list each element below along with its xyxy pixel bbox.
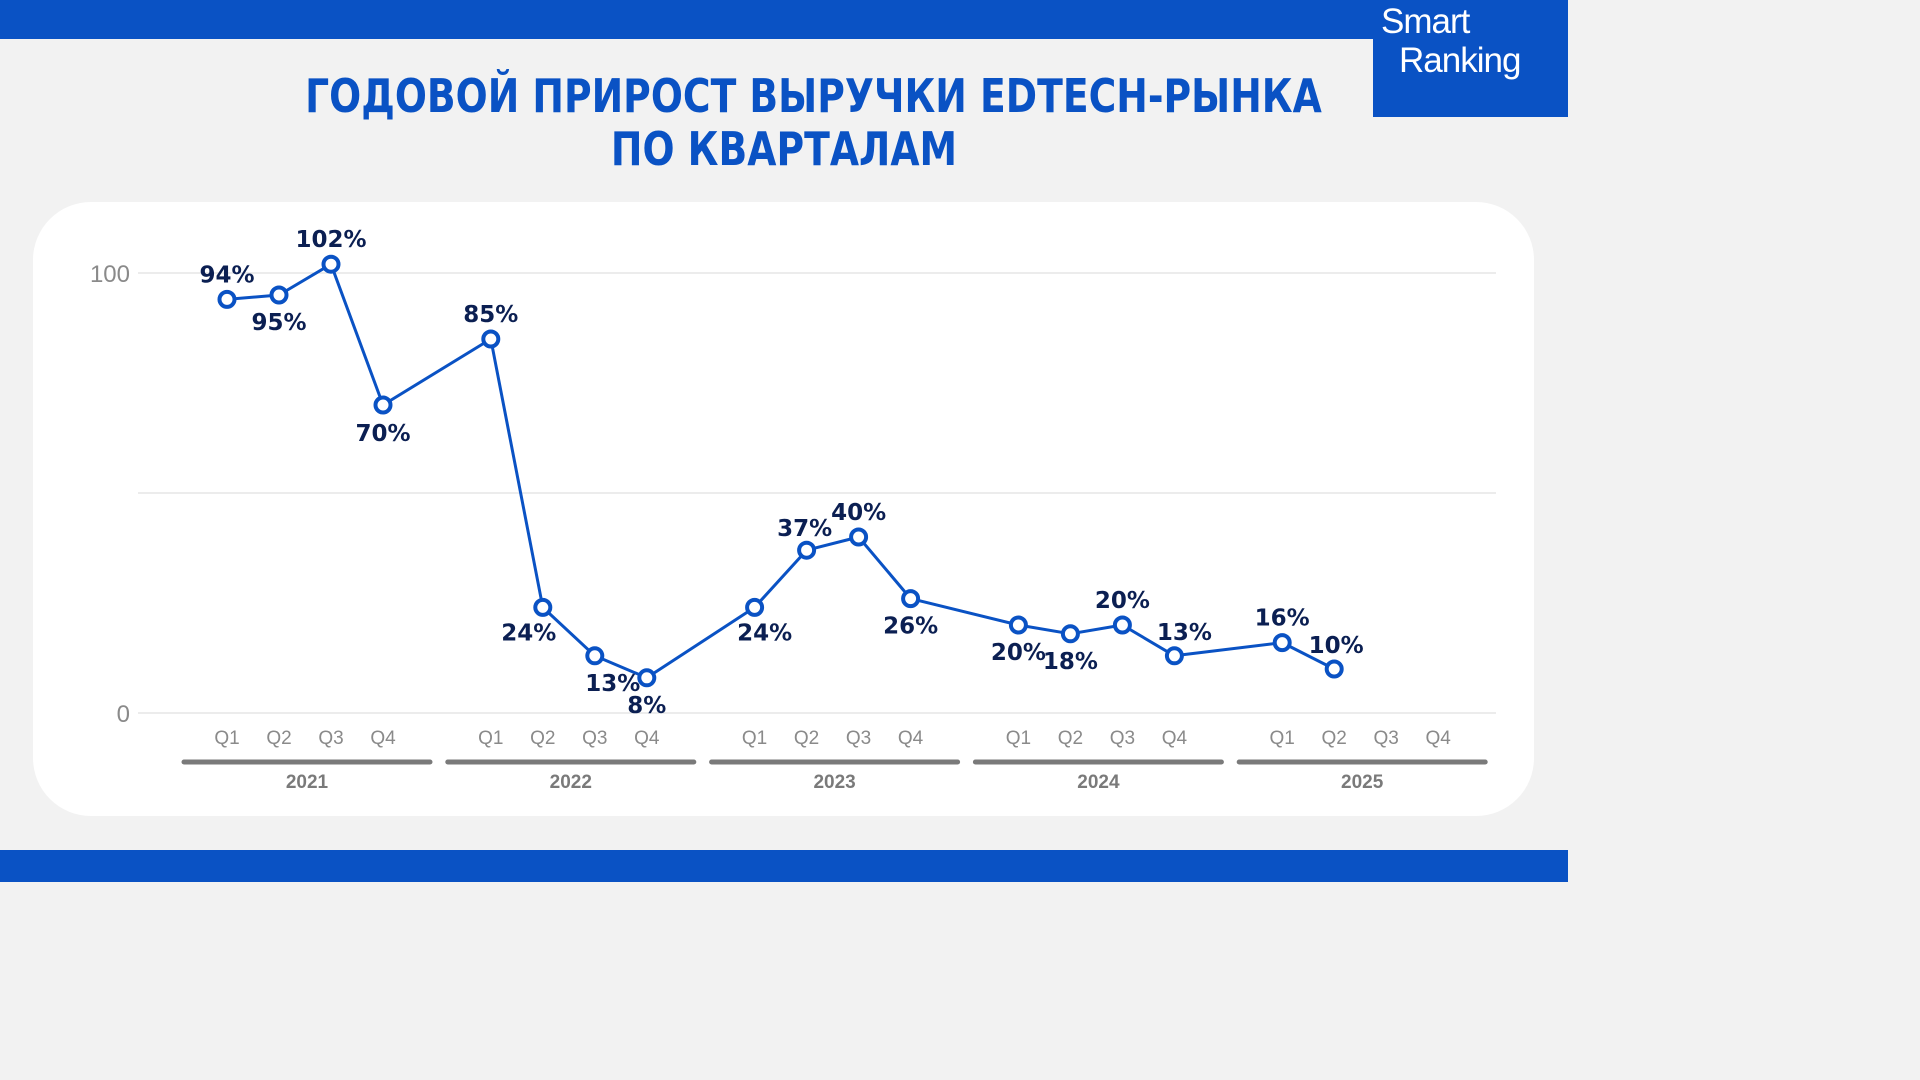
data-point: [533, 597, 553, 617]
data-label: 13%: [1157, 620, 1212, 646]
data-label: 13%: [585, 671, 640, 697]
x-tick-label: Q3: [1110, 728, 1135, 749]
data-point: [901, 589, 921, 609]
bottom-brand-bar: [0, 850, 1568, 882]
x-tick-label: Q1: [214, 728, 239, 749]
data-point: [1164, 646, 1184, 666]
data-label: 20%: [1095, 588, 1150, 614]
year-label: 2021: [286, 772, 329, 793]
year-label: 2022: [550, 772, 592, 793]
x-tick-label: Q4: [370, 728, 396, 749]
x-tick-label: Q1: [478, 728, 503, 749]
x-tick-label: Q1: [742, 728, 767, 749]
x-tick-label: Q3: [582, 728, 607, 749]
x-tick-label: Q4: [634, 728, 660, 749]
x-tick-label: Q1: [1270, 728, 1295, 749]
data-point: [1112, 615, 1132, 635]
x-tick-label: Q3: [1374, 728, 1399, 749]
data-label: 70%: [355, 421, 410, 447]
data-label: 16%: [1255, 606, 1310, 632]
data-label: 18%: [1043, 649, 1098, 675]
data-point: [373, 395, 393, 415]
logo-text-smart: Smart: [1381, 2, 1470, 41]
page-title-line-2: ПО КВАРТАЛАМ: [610, 122, 958, 176]
data-point: [321, 254, 341, 274]
series-line: [226, 262, 1335, 680]
data-point: [1272, 633, 1292, 653]
y-tick-label: 100: [90, 261, 130, 288]
page-title: ГОДОВОЙ ПРИРОСТ ВЫРУЧКИ EDTECH-РЫНКА ПО …: [305, 69, 1322, 176]
data-label: 24%: [737, 620, 792, 646]
year-label: 2025: [1341, 772, 1384, 793]
x-tick-label: Q3: [846, 728, 871, 749]
smart-ranking-logo: Smart Ranking: [1373, 0, 1568, 117]
data-point: [1060, 624, 1080, 644]
x-tick-label: Q2: [794, 728, 819, 749]
line-chart: 0 100 Q1 Q2 Q3 Q4 2021 Q1 Q2 Q3 Q4 2022 Q1 Q2 Q3 Q4 2023…: [90, 227, 1496, 793]
data-label: 85%: [463, 302, 518, 328]
data-point: [269, 285, 289, 305]
year-label: 2024: [1077, 772, 1120, 793]
x-tick-label: Q4: [898, 728, 924, 749]
logo-text-ranking: Ranking: [1399, 41, 1521, 80]
data-point: [1324, 659, 1344, 679]
data-label: 24%: [501, 620, 556, 646]
data-point: [745, 597, 765, 617]
x-tick-label: Q1: [1006, 728, 1031, 749]
x-tick-label: Q4: [1426, 728, 1452, 749]
data-point: [217, 289, 237, 309]
data-label: 10%: [1309, 633, 1364, 659]
top-brand-bar: [0, 0, 1568, 39]
y-tick-label: 0: [117, 701, 130, 728]
data-point: [797, 540, 817, 560]
data-label: 102%: [295, 227, 366, 253]
x-tick-label: Q2: [530, 728, 555, 749]
data-point: [481, 329, 501, 349]
data-label: 94%: [199, 262, 254, 288]
data-point: [1008, 615, 1028, 635]
x-tick-label: Q3: [318, 728, 343, 749]
data-point: [849, 527, 869, 547]
data-label: 20%: [991, 640, 1046, 666]
data-label: 40%: [831, 500, 886, 526]
data-label: 26%: [883, 614, 938, 640]
year-label: 2023: [813, 772, 855, 793]
data-label: 37%: [777, 516, 832, 542]
x-tick-label: Q4: [1162, 728, 1188, 749]
x-tick-label: Q2: [1322, 728, 1347, 749]
page-title-line-1: ГОДОВОЙ ПРИРОСТ ВЫРУЧКИ EDTECH-РЫНКА: [305, 69, 1322, 123]
chart-card: [33, 202, 1534, 816]
data-point: [585, 646, 605, 666]
data-label: 8%: [627, 693, 666, 719]
data-label: 95%: [251, 310, 306, 336]
x-tick-label: Q2: [1058, 728, 1083, 749]
x-tick-label: Q2: [266, 728, 291, 749]
data-point: [637, 668, 657, 688]
